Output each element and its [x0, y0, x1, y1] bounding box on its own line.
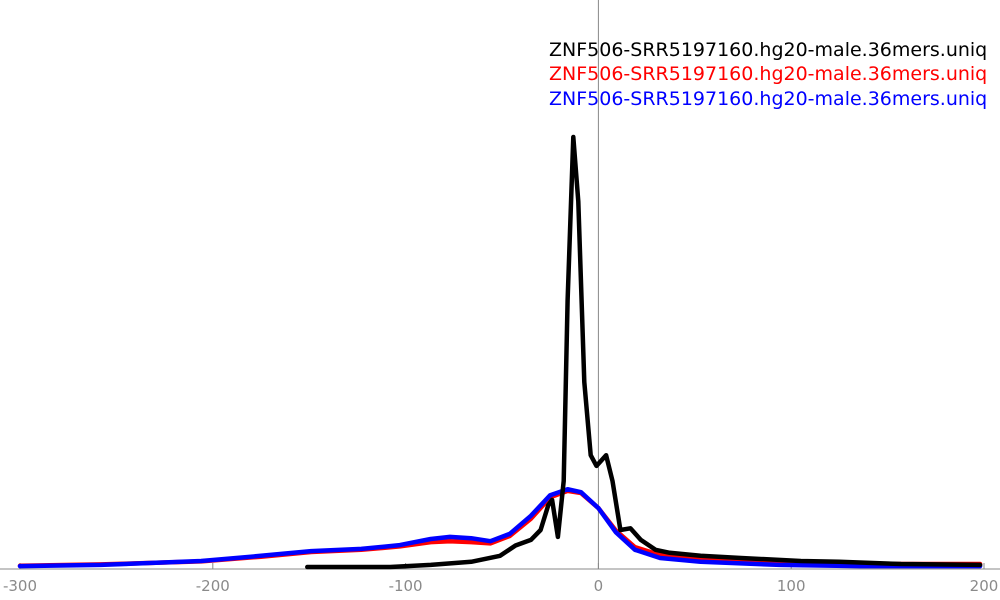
x-tick-label: -200	[196, 577, 230, 595]
x-tick-label: 0	[594, 577, 604, 595]
legend-entry-black: ZNF506-SRR5197160.hg20-male.36mers.uniq	[549, 39, 987, 61]
series-lines	[17, 134, 983, 570]
legend: ZNF506-SRR5197160.hg20-male.36mers.uniq …	[549, 39, 987, 110]
legend-entry-blue: ZNF506-SRR5197160.hg20-male.36mers.uniq	[549, 88, 987, 110]
series-line-2	[17, 486, 983, 569]
x-tick-label: -100	[389, 577, 423, 595]
series-line-0	[305, 134, 983, 570]
x-tick-label: -300	[3, 577, 37, 595]
legend-entry-red: ZNF506-SRR5197160.hg20-male.36mers.uniq	[549, 63, 987, 85]
x-tick-label: 100	[777, 577, 806, 595]
x-tick-label: 200	[970, 577, 999, 595]
